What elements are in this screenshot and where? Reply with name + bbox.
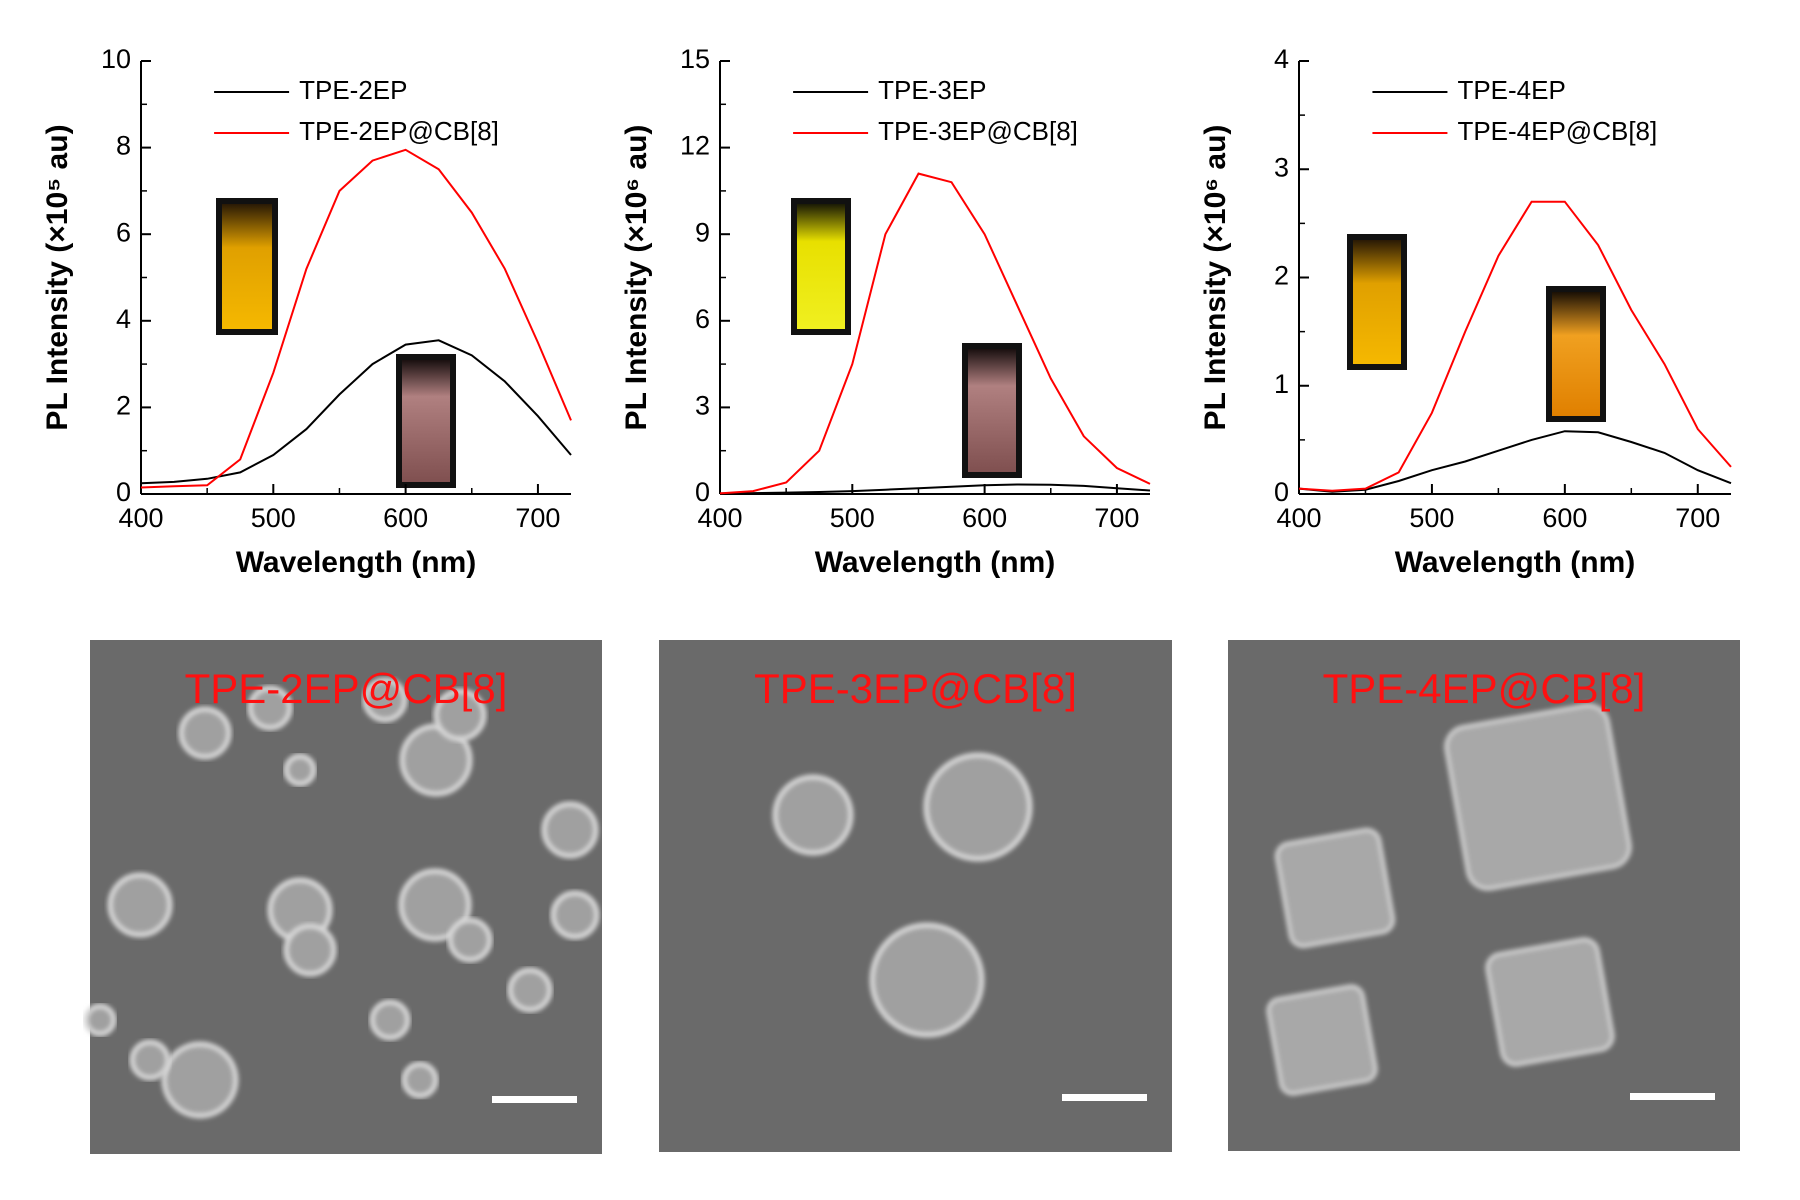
sem-background bbox=[659, 640, 1172, 1152]
particle bbox=[1444, 703, 1632, 891]
y-tick-label: 10 bbox=[101, 44, 131, 74]
y-tick-label: 8 bbox=[116, 131, 131, 161]
x-tick-label: 600 bbox=[383, 503, 428, 533]
particle bbox=[178, 706, 232, 760]
scale-bar bbox=[1062, 1094, 1147, 1101]
legend-label: TPE-3EP bbox=[878, 75, 986, 105]
y-tick-label: 9 bbox=[695, 217, 710, 247]
y-tick-label: 0 bbox=[695, 477, 710, 507]
vial-liquid bbox=[222, 204, 272, 329]
scale-bar bbox=[1630, 1093, 1715, 1100]
particle bbox=[362, 677, 408, 723]
legend-label: TPE-4EP bbox=[1457, 75, 1565, 105]
particle bbox=[83, 1003, 117, 1037]
legend-label: TPE-4EP@CB[8] bbox=[1457, 116, 1657, 146]
x-axis-label: Wavelength (nm) bbox=[1395, 546, 1636, 579]
x-tick-label: 700 bbox=[515, 503, 560, 533]
particle bbox=[507, 967, 553, 1013]
sem-image: TPE-3EP@CB[8] bbox=[659, 640, 1172, 1152]
y-tick-label: 6 bbox=[695, 304, 710, 334]
y-tick-label: 3 bbox=[695, 391, 710, 421]
vial-liquid bbox=[968, 349, 1016, 472]
x-tick-label: 500 bbox=[830, 503, 875, 533]
particle bbox=[129, 1039, 171, 1081]
y-tick-label: 0 bbox=[1274, 477, 1289, 507]
chart: 0 1 2 3 4 400 500 600 700 Wavelength (nm) PL Inten… bbox=[1199, 44, 1732, 579]
chart: 0 3 6 9 12 15 400 500 600 700 Wavelength (nm) PL In… bbox=[620, 44, 1151, 579]
image-label: TPE-3EP@CB[8] bbox=[754, 665, 1077, 712]
particle bbox=[1274, 827, 1396, 949]
particle bbox=[283, 753, 317, 787]
particle bbox=[923, 752, 1033, 862]
particle bbox=[550, 890, 600, 940]
vial-liquid bbox=[1353, 240, 1401, 364]
particle bbox=[447, 917, 493, 963]
particle bbox=[869, 922, 985, 1038]
x-tick-label: 600 bbox=[1542, 503, 1587, 533]
particle bbox=[1485, 937, 1615, 1067]
series-line bbox=[719, 483, 1151, 495]
x-tick-label: 500 bbox=[251, 503, 296, 533]
x-tick-label: 700 bbox=[1094, 503, 1139, 533]
y-tick-label: 12 bbox=[680, 131, 710, 161]
x-tick-label: 700 bbox=[1675, 503, 1720, 533]
y-tick-label: 4 bbox=[116, 304, 131, 334]
series-line bbox=[140, 148, 572, 489]
legend-label: TPE-3EP@CB[8] bbox=[878, 116, 1078, 146]
legend-label: TPE-2EP bbox=[299, 75, 407, 105]
y-axis-label: PL Intensity (×10⁶ au) bbox=[620, 125, 653, 431]
scale-bar bbox=[492, 1096, 577, 1103]
y-tick-label: 6 bbox=[116, 217, 131, 247]
particle bbox=[401, 1061, 439, 1099]
particle bbox=[247, 685, 293, 731]
y-tick-label: 2 bbox=[1274, 261, 1289, 291]
series-line bbox=[140, 339, 572, 485]
particle bbox=[283, 923, 337, 977]
legend-label: TPE-2EP@CB[8] bbox=[299, 116, 499, 146]
chart: 0 2 4 6 8 10 400 500 600 700 Wavelength (nm) PL Int… bbox=[41, 44, 572, 579]
x-tick-label: 500 bbox=[1409, 503, 1454, 533]
x-axis-label: Wavelength (nm) bbox=[236, 546, 477, 579]
vial-liquid bbox=[1552, 292, 1600, 416]
particle bbox=[107, 872, 173, 938]
y-tick-label: 2 bbox=[116, 391, 131, 421]
series-line bbox=[1298, 430, 1732, 493]
y-tick-label: 3 bbox=[1274, 152, 1289, 182]
image-label: TPE-2EP@CB[8] bbox=[185, 665, 508, 712]
x-tick-label: 400 bbox=[1276, 503, 1321, 533]
vial-liquid bbox=[402, 360, 450, 482]
sem-image: TPE-2EP@CB[8] bbox=[83, 640, 602, 1154]
particle bbox=[433, 688, 487, 742]
vial-liquid bbox=[797, 204, 845, 329]
particle bbox=[161, 1041, 239, 1119]
x-tick-label: 400 bbox=[697, 503, 742, 533]
particle bbox=[772, 774, 854, 856]
y-axis-label: PL Intensity (×10⁶ au) bbox=[1199, 125, 1232, 431]
sem-image: TPE-4EP@CB[8] bbox=[1228, 640, 1740, 1151]
particle bbox=[541, 801, 599, 859]
particle bbox=[398, 868, 472, 942]
particle bbox=[369, 999, 411, 1041]
y-tick-label: 0 bbox=[116, 477, 131, 507]
series-line bbox=[719, 172, 1151, 495]
y-tick-label: 4 bbox=[1274, 44, 1289, 74]
x-tick-label: 400 bbox=[118, 503, 163, 533]
series-line bbox=[1298, 200, 1732, 492]
y-tick-label: 1 bbox=[1274, 369, 1289, 399]
y-tick-label: 15 bbox=[680, 44, 710, 74]
particle bbox=[1266, 984, 1378, 1096]
x-tick-label: 600 bbox=[962, 503, 1007, 533]
x-axis-label: Wavelength (nm) bbox=[815, 546, 1056, 579]
image-label: TPE-4EP@CB[8] bbox=[1323, 665, 1646, 712]
y-axis-label: PL Intensity (×10⁵ au) bbox=[41, 124, 74, 430]
